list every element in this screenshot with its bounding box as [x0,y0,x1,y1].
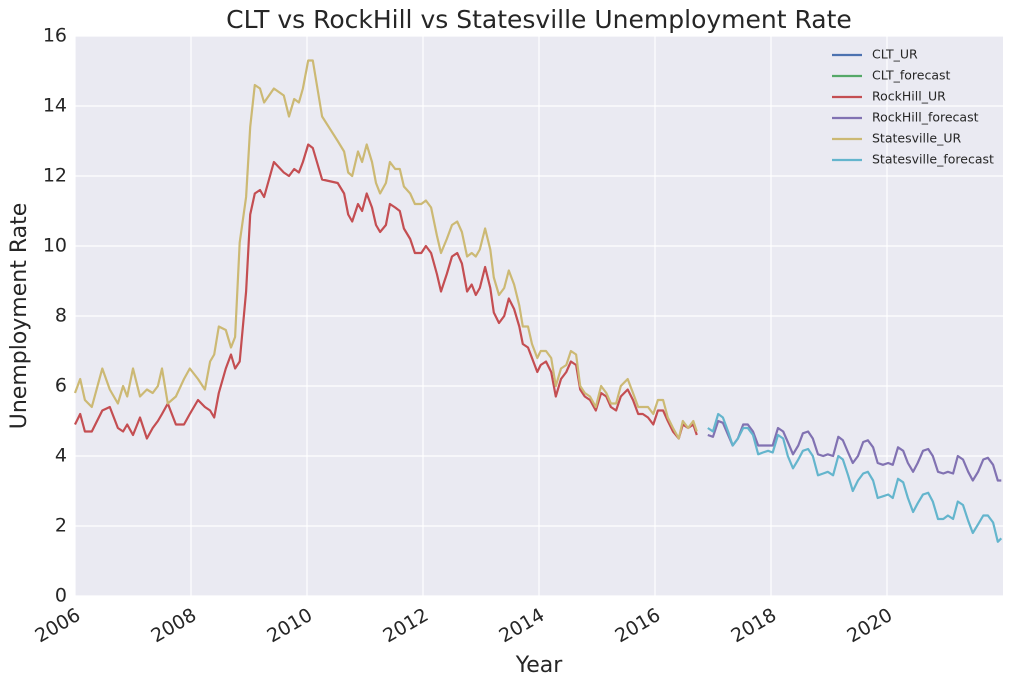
y-tick-label: 10 [43,235,67,257]
legend-label: Statesville_UR [872,131,962,146]
x-tick-label: 2018 [727,604,780,647]
legend: CLT_UR CLT_forecast RockHill_UR RockHill_fo… [832,47,994,167]
y-tick-label: 8 [55,305,67,327]
y-tick-label: 14 [43,95,67,117]
x-tick-label: 2012 [379,604,432,647]
y-tick-label: 16 [43,25,67,47]
x-tick-label: 2010 [263,604,316,647]
lines [73,59,1003,543]
legend-label: RockHill_forecast [872,110,979,125]
x-tick-label: 2008 [147,604,200,647]
y-tick-label: 0 [55,585,67,607]
x-tick-label: 2014 [495,604,548,647]
y-tick-label: 2 [55,515,67,537]
x-axis-label: Year [515,653,564,678]
series-line [73,59,698,440]
legend-label: Statesville_forecast [872,152,994,167]
grid [74,35,1003,597]
series-line [707,412,1003,543]
legend-label: RockHill_UR [872,89,946,104]
y-axis-label: Unemployment Rate [7,203,32,430]
series-line [707,419,1002,482]
x-tick-label: 2016 [611,604,664,647]
y-tick-label: 4 [55,445,67,467]
x-tick-label: 2020 [843,604,896,647]
y-tick-label: 12 [43,165,67,187]
y-tick-label: 6 [55,375,67,397]
series-line [74,143,698,440]
chart-title: CLT vs RockHill vs Statesville Unemploym… [226,5,852,34]
legend-label: CLT_UR [872,47,918,62]
legend-label: CLT_forecast [872,68,951,83]
x-tick-label: 2006 [31,604,84,647]
